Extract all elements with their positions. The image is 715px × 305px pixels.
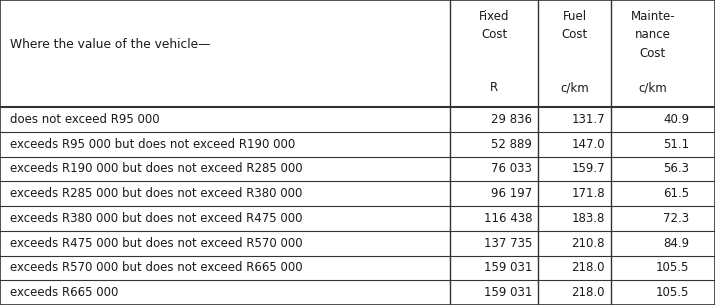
Text: Cost: Cost	[481, 28, 507, 41]
Text: exceeds R665 000: exceeds R665 000	[10, 286, 119, 299]
Text: R: R	[490, 81, 498, 94]
Text: does not exceed R95 000: does not exceed R95 000	[10, 113, 159, 126]
Text: 171.8: 171.8	[571, 187, 605, 200]
Text: 116 438: 116 438	[483, 212, 532, 225]
Text: Fixed: Fixed	[479, 9, 509, 23]
Text: exceeds R475 000 but does not exceed R570 000: exceeds R475 000 but does not exceed R57…	[10, 237, 302, 249]
Text: 76 033: 76 033	[491, 162, 532, 175]
Text: Cost: Cost	[640, 47, 666, 60]
Text: 218.0: 218.0	[571, 261, 605, 274]
Text: 183.8: 183.8	[571, 212, 605, 225]
Text: 137 735: 137 735	[483, 237, 532, 249]
Text: 210.8: 210.8	[571, 237, 605, 249]
Text: exceeds R380 000 but does not exceed R475 000: exceeds R380 000 but does not exceed R47…	[10, 212, 302, 225]
Text: 84.9: 84.9	[663, 237, 689, 249]
Text: 105.5: 105.5	[656, 261, 689, 274]
Text: 159.7: 159.7	[571, 162, 605, 175]
Text: exceeds R95 000 but does not exceed R190 000: exceeds R95 000 but does not exceed R190…	[10, 138, 295, 151]
Text: c/km: c/km	[560, 81, 589, 94]
Text: nance: nance	[635, 28, 671, 41]
Text: 96 197: 96 197	[490, 187, 532, 200]
Text: 40.9: 40.9	[663, 113, 689, 126]
Text: 105.5: 105.5	[656, 286, 689, 299]
Text: c/km: c/km	[638, 81, 667, 94]
Text: 159 031: 159 031	[483, 261, 532, 274]
Text: Where the value of the vehicle—: Where the value of the vehicle—	[10, 38, 210, 52]
Text: Cost: Cost	[561, 28, 588, 41]
Text: 29 836: 29 836	[491, 113, 532, 126]
Text: 147.0: 147.0	[571, 138, 605, 151]
Text: 218.0: 218.0	[571, 286, 605, 299]
Text: Mainte-: Mainte-	[631, 9, 675, 23]
Text: 72.3: 72.3	[663, 212, 689, 225]
Text: 52 889: 52 889	[491, 138, 532, 151]
Text: 131.7: 131.7	[571, 113, 605, 126]
Text: 51.1: 51.1	[663, 138, 689, 151]
Text: 61.5: 61.5	[663, 187, 689, 200]
Text: exceeds R190 000 but does not exceed R285 000: exceeds R190 000 but does not exceed R28…	[10, 162, 302, 175]
Text: 159 031: 159 031	[483, 286, 532, 299]
Text: Fuel: Fuel	[563, 9, 586, 23]
Text: exceeds R570 000 but does not exceed R665 000: exceeds R570 000 but does not exceed R66…	[10, 261, 302, 274]
Text: 56.3: 56.3	[663, 162, 689, 175]
Text: exceeds R285 000 but does not exceed R380 000: exceeds R285 000 but does not exceed R38…	[10, 187, 302, 200]
